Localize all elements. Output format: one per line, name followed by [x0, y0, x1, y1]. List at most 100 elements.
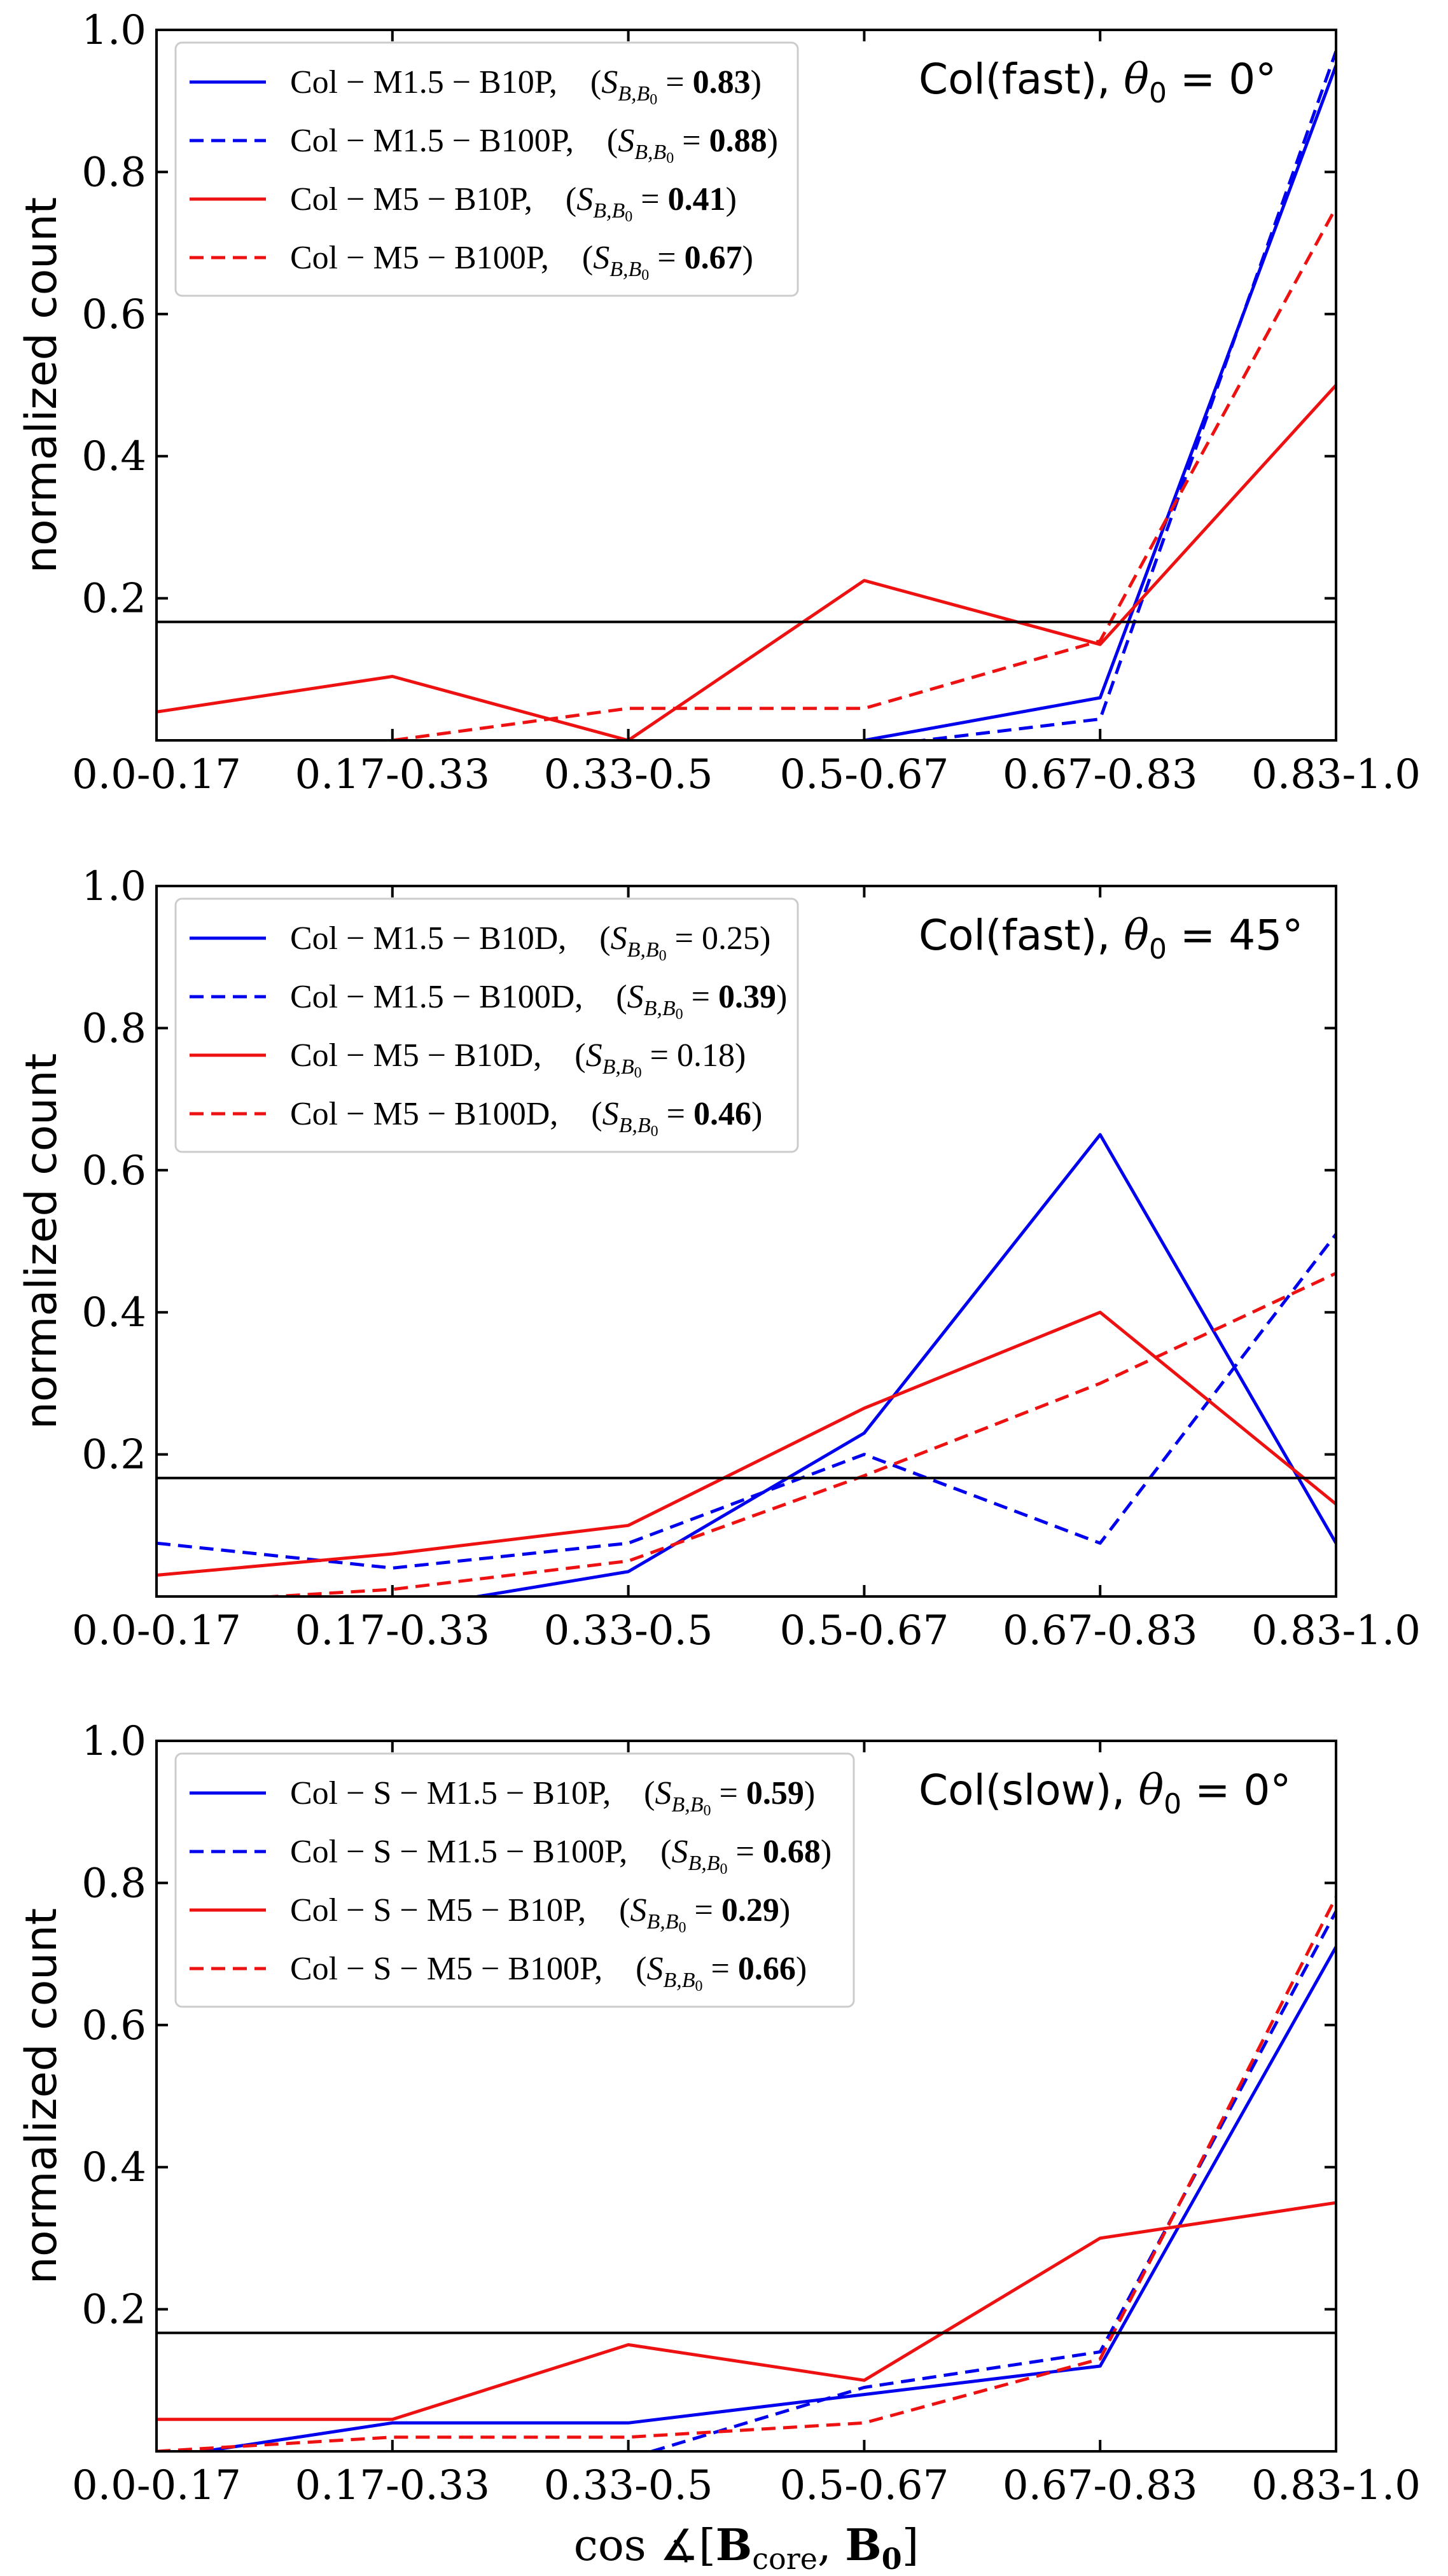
- legend-s-subsubscript: 0: [720, 1861, 727, 1878]
- title-prefix: Col(slow),: [919, 1766, 1138, 1815]
- legend-s-symbol: S: [630, 1892, 646, 1929]
- legend-series-name: Col − S − M5 − B100P,: [290, 1951, 636, 1987]
- legend-paren-open: (: [599, 920, 610, 957]
- legend-series-name: Col − S − M1.5 − B100P,: [290, 1834, 660, 1870]
- legend-series-name: Col − S − M1.5 − B10P,: [290, 1775, 644, 1811]
- title-angle: 45°: [1229, 911, 1303, 960]
- theta-subscript: 0: [1149, 933, 1167, 966]
- legend-entry: Col − M1.5 − B10P, (SB,B0 = 0.83): [290, 64, 762, 108]
- legend-s-subsubscript: 0: [666, 150, 674, 167]
- y-axis-label: normalized count: [17, 1908, 67, 2284]
- legend-s-subscript: B,B: [627, 938, 659, 962]
- title-prefix: Col(fast),: [919, 55, 1124, 104]
- y-tick-label: 1.0: [81, 1718, 146, 1765]
- y-tick-label: 0.8: [81, 1860, 146, 1907]
- legend-entry: Col − M1.5 − B10D, (SB,B0 = 0.25): [290, 920, 770, 964]
- y-tick-label: 0.6: [81, 291, 146, 338]
- legend-series-name: Col − M1.5 − B100P,: [290, 123, 607, 159]
- legend-paren-open: (: [644, 1775, 655, 1811]
- legend-s-subscript: B,B: [634, 141, 666, 164]
- legend-paren-open: (: [566, 181, 576, 218]
- x-tick-label: 0.17-0.33: [295, 2462, 490, 2509]
- x-tick-label: 0.5-0.67: [779, 751, 949, 798]
- legend-paren-open: (: [636, 1951, 646, 1987]
- x-tick-label: 0.83-1.0: [1251, 1607, 1421, 1654]
- theta-symbol: θ: [1138, 1766, 1164, 1815]
- series-line-2: [646, 1910, 1336, 2451]
- x-tick-label: 0.0-0.17: [72, 2462, 241, 2509]
- chart-panel-1: 0.2 0.4 0.6 0.8 1.0 0.0-0.17 0.17-0.33 0.33-0.5…: [17, 7, 1421, 798]
- y-tick-label: 0.2: [81, 2287, 146, 2334]
- x-tick-label: 0.67-0.83: [1003, 1607, 1198, 1654]
- legend-entry: Col − S − M5 − B10P, (SB,B0 = 0.29): [290, 1892, 790, 1936]
- y-tick-label: 0.2: [81, 1432, 146, 1479]
- legend-equals: =: [727, 1834, 762, 1870]
- x-tick-label: 0.83-1.0: [1251, 751, 1421, 798]
- legend-series-name: Col − M5 − B100D,: [290, 1096, 591, 1132]
- title-prefix: Col(fast),: [919, 911, 1124, 960]
- legend-series-name: Col − M1.5 − B10D,: [290, 920, 599, 957]
- x-tick-label: 0.67-0.83: [1003, 2462, 1198, 2509]
- y-axis-label: normalized count: [17, 1053, 67, 1429]
- y-tick-label: 0.4: [81, 1289, 146, 1336]
- legend-series-name: Col − M5 − B10D,: [290, 1037, 574, 1074]
- series-line-3: [157, 2201, 1336, 2421]
- chart-panel-2: 0.2 0.4 0.6 0.8 1.0 0.0-0.17 0.17-0.33 0.33-0.5…: [17, 863, 1421, 1654]
- legend-equals: =: [683, 979, 718, 1015]
- legend-s-symbol: S: [618, 123, 634, 159]
- legend-s-symbol: S: [611, 920, 627, 957]
- legend-s-subsubscript: 0: [625, 209, 632, 225]
- legend-s-symbol: S: [671, 1834, 688, 1870]
- x-tick-label: 0.83-1.0: [1251, 2462, 1421, 2509]
- y-tick-label: 0.2: [81, 576, 146, 623]
- y-tick-label: 0.8: [81, 149, 146, 196]
- legend-box: [174, 41, 799, 297]
- series-line-1: [853, 65, 1336, 740]
- legend-s-subsubscript: 0: [634, 1065, 642, 1081]
- legend-s-value: 0.46: [693, 1096, 751, 1132]
- legend-s-value: 0.25: [702, 920, 760, 957]
- panel-title: Col(slow), θ0 = 0°: [919, 1766, 1291, 1820]
- series-line-4: [157, 1896, 1336, 2451]
- y-tick-label: 1.0: [81, 7, 146, 54]
- legend-s-subscript: B,B: [609, 258, 641, 281]
- y-tick-label: 0.4: [81, 2144, 146, 2191]
- legend-s-subscript: B,B: [646, 1910, 678, 1934]
- legend-equals: =: [658, 1096, 693, 1132]
- x-tick-label: 0.33-0.5: [544, 751, 713, 798]
- legend-series-name: Col − M5 − B100P,: [290, 240, 582, 276]
- x-tick-label: 0.0-0.17: [72, 751, 241, 798]
- panel-title: Col(fast), θ0 = 0°: [919, 55, 1276, 109]
- legend-s-symbol: S: [627, 979, 644, 1015]
- theta-subscript: 0: [1149, 77, 1167, 109]
- legend-paren-open: (: [660, 1834, 671, 1870]
- x-tick-label: 0.17-0.33: [295, 1607, 490, 1654]
- legend-paren-open: (: [590, 64, 601, 100]
- legend-s-symbol: S: [593, 240, 609, 276]
- legend-paren-close: ): [776, 979, 787, 1015]
- y-tick-label: 0.4: [81, 433, 146, 480]
- legend-s-value: 0.41: [668, 181, 726, 218]
- series-line-3: [157, 1310, 1336, 1577]
- legend-s-subsubscript: 0: [659, 948, 667, 964]
- legend-equals: =: [649, 240, 684, 276]
- legend-paren-open: (: [574, 1037, 585, 1074]
- legend-s-subscript: B,B: [663, 1969, 695, 1992]
- legend-s-value: 0.67: [685, 240, 742, 276]
- legend-s-subscript: B,B: [618, 82, 650, 106]
- legend-entry: Col − S − M1.5 − B10P, (SB,B0 = 0.59): [290, 1775, 815, 1819]
- series-line-1: [468, 1133, 1336, 1596]
- legend-s-value: 0.18: [677, 1037, 735, 1074]
- legend-paren-open: (: [607, 123, 618, 159]
- legend-s-subscript: B,B: [602, 1055, 634, 1079]
- legend-s-subsubscript: 0: [678, 1920, 686, 1936]
- legend-s-subsubscript: 0: [650, 92, 657, 108]
- xlabel-sub: core: [752, 2542, 818, 2576]
- y-tick-label: 0.6: [81, 2002, 146, 2049]
- xlabel-sub0: 0: [882, 2542, 902, 2576]
- legend-paren-close: ): [760, 920, 770, 957]
- xlabel-prefix: cos ∡[: [574, 2521, 716, 2571]
- x-tick-label: 0.33-0.5: [544, 1607, 713, 1654]
- xlabel-b0: B: [845, 2520, 881, 2571]
